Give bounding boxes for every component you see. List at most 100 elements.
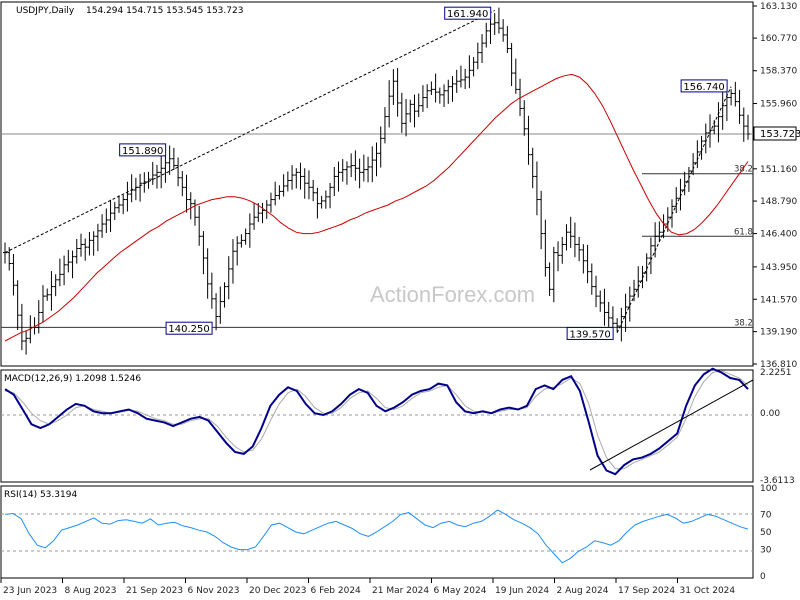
price-bar <box>357 158 362 189</box>
price-bar <box>420 85 425 112</box>
price-bar <box>399 92 404 133</box>
price-bar <box>471 57 476 77</box>
price-bar <box>273 181 278 206</box>
price-bar <box>467 55 472 89</box>
price-bar <box>564 224 569 251</box>
price-bar <box>78 233 83 257</box>
price-tick-label: 143.950 <box>760 263 797 273</box>
x-tick-label: 6 Nov 2023 <box>188 586 240 596</box>
macd-tick-label: 2.2251 <box>760 368 792 378</box>
price-bar <box>551 246 556 303</box>
price-bar <box>657 221 662 242</box>
price-bar <box>290 165 295 190</box>
price-bar <box>581 244 586 274</box>
price-bar <box>442 84 447 107</box>
price-bar <box>180 171 185 197</box>
price-bar <box>695 140 700 169</box>
price-bar <box>674 187 679 214</box>
price-bar <box>24 330 29 355</box>
price-bar <box>653 222 658 258</box>
price-bar <box>408 99 413 123</box>
x-axis: 23 Jun 2023 8 Aug 2023 21 Sep 2023 6 Nov 20… <box>0 578 735 596</box>
price-bar <box>171 147 176 170</box>
price-bar <box>125 181 130 212</box>
price-bar <box>425 84 430 109</box>
svg-text:161.940: 161.940 <box>447 9 488 20</box>
price-bar <box>640 265 645 289</box>
price-bar <box>49 271 54 311</box>
price-bar <box>636 266 641 298</box>
price-bar <box>505 26 510 54</box>
price-bar <box>323 190 328 209</box>
price-bar <box>729 89 734 106</box>
price-bar <box>268 192 273 213</box>
price-bar <box>315 187 320 219</box>
price-annotation: 151.890 <box>119 143 167 157</box>
price-bar <box>53 274 58 297</box>
price-bar <box>100 214 105 238</box>
rsi-header: RSI(14) 53.3194 <box>4 490 77 500</box>
price-bar <box>138 173 143 202</box>
price-bar <box>87 231 92 256</box>
price-bar <box>260 202 265 224</box>
price-bar <box>218 286 223 324</box>
price-bar <box>209 272 214 309</box>
price-bar <box>741 107 746 142</box>
price-bar <box>627 286 632 322</box>
x-tick-label: 20 Dec 2023 <box>249 586 307 596</box>
price-bar <box>150 161 155 185</box>
price-bar <box>708 114 713 148</box>
price-bar <box>374 142 379 177</box>
price-bar <box>361 154 366 182</box>
rsi-tick-label: 50 <box>760 528 772 538</box>
price-bar <box>239 234 244 248</box>
price-bar <box>66 249 71 273</box>
price-bar <box>235 236 240 266</box>
rsi-tick-label: 70 <box>760 510 772 520</box>
price-bar <box>344 161 349 185</box>
price-bar <box>19 303 24 351</box>
current-price-label: 153.723 <box>760 129 800 140</box>
price-bar <box>70 250 75 279</box>
price-bar <box>716 102 721 143</box>
price-bar <box>395 67 400 117</box>
rsi-tick-label: 30 <box>760 546 772 556</box>
price-annotation: 140.250 <box>165 321 213 335</box>
svg-text:156.740: 156.740 <box>683 82 724 93</box>
x-tick-label: 23 Jun 2023 <box>3 586 57 596</box>
price-bar <box>11 253 16 296</box>
price-bar <box>678 178 683 211</box>
x-tick-label: 6 May 2024 <box>434 586 487 596</box>
price-bar <box>45 288 50 301</box>
macd-header: MACD(12,26,9) 1.2098 1.5246 <box>4 374 141 384</box>
price-bar <box>340 159 345 182</box>
price-bar <box>146 171 151 189</box>
x-tick-label: 8 Aug 2023 <box>65 586 117 596</box>
price-bar <box>247 213 252 248</box>
price-bar <box>226 256 231 300</box>
price-bar <box>306 170 311 200</box>
price-bar <box>121 194 126 215</box>
macd-trendline <box>589 379 754 471</box>
price-bar <box>133 177 138 201</box>
price-bar <box>382 107 387 144</box>
price-bar <box>62 255 67 286</box>
trendline-upper <box>4 10 495 254</box>
price-bar <box>15 280 20 331</box>
price-bar <box>547 262 552 296</box>
price-bar <box>404 98 409 137</box>
price-bar <box>40 285 45 323</box>
svg-text:139.570: 139.570 <box>569 329 610 340</box>
price-bar <box>632 279 637 302</box>
price-bar <box>720 91 725 130</box>
price-bar <box>298 162 303 190</box>
price-bar <box>484 22 489 48</box>
price-bar <box>353 150 358 181</box>
price-bar <box>501 19 506 42</box>
trendline-lower <box>616 86 732 334</box>
price-tick-label: 141.570 <box>760 295 797 305</box>
price-bar <box>429 81 434 96</box>
x-tick-label: 17 Sep 2024 <box>618 586 675 596</box>
price-bar <box>446 79 451 104</box>
price-bar <box>733 81 738 107</box>
